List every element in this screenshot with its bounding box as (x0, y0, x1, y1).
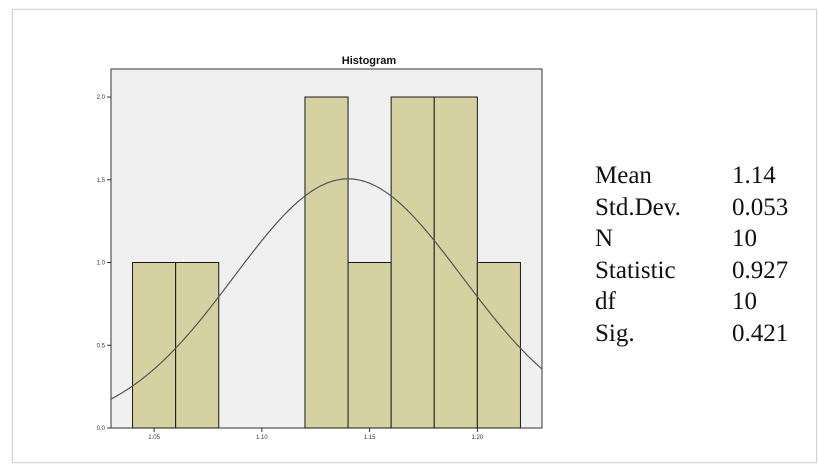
y-tick-label-0: 0.0 (97, 426, 106, 432)
histogram-bar-5 (433, 96, 478, 429)
figure-frame: Histogram 0.0 0.5 1.0 1.5 2.0 1.05 1.10 1.15 1.… (12, 9, 817, 463)
x-tick-label-3: 1.20 (472, 435, 484, 441)
histogram-chart: Histogram 0.00.51.01.52.0 1.05 1.10 1.15 1.… (97, 55, 543, 441)
histogram-bar-0 (132, 262, 177, 429)
stat-row: Std.Dev. 0.053 (595, 192, 788, 224)
stat-label: N (595, 225, 614, 252)
x-tick-label-1: 1.10 (256, 435, 268, 441)
histogram-bar-1 (175, 262, 220, 429)
y-tick-label-4: 2.0 (97, 95, 106, 101)
y-tick-label-1: 0.5 (97, 343, 106, 349)
y-tick-label-2: 1.0 (97, 261, 106, 267)
stat-label: Mean (595, 162, 652, 189)
histogram-bar-4 (390, 96, 435, 429)
stat-label: Sig. (595, 319, 635, 347)
stat-row: N 10 (595, 223, 788, 255)
stat-row: df 10 (595, 286, 788, 318)
stat-value: 1.14 (732, 162, 776, 189)
x-tick-label-0: 1.05 (148, 435, 160, 441)
normal-curve (110, 178, 543, 400)
stat-label: Std.Dev. (595, 193, 681, 221)
x-axis: 1.05 1.10 1.15 1.20 (148, 428, 484, 441)
x-tick-label-2: 1.15 (364, 435, 376, 441)
stat-row: Mean 1.14 (595, 160, 788, 192)
y-tick-label-3: 1.5 (97, 178, 106, 184)
stat-value: 0.053 (732, 193, 789, 221)
stat-label: Statistic (595, 256, 676, 284)
stat-value: 10 (732, 225, 757, 252)
stat-row: Sig. 0.421 (595, 318, 788, 350)
stat-value: 0.421 (732, 319, 789, 347)
stat-value: 10 (732, 288, 757, 315)
statistics-table: Mean 1.14 Std.Dev. 0.053 N 10 Statistic 0.927 df… (595, 160, 788, 349)
stat-row: Statistic 0.927 (595, 255, 788, 287)
stat-value: 0.927 (732, 256, 789, 284)
histogram-bar-3 (347, 262, 392, 429)
y-axis: 0.0 0.5 1.0 1.5 2.0 (97, 95, 111, 432)
stat-label: df (595, 288, 616, 315)
histogram-bar-2 (304, 96, 349, 429)
chart-title: Histogram (342, 55, 397, 67)
bars-group (132, 96, 521, 429)
histogram-bar-6 (476, 262, 521, 429)
